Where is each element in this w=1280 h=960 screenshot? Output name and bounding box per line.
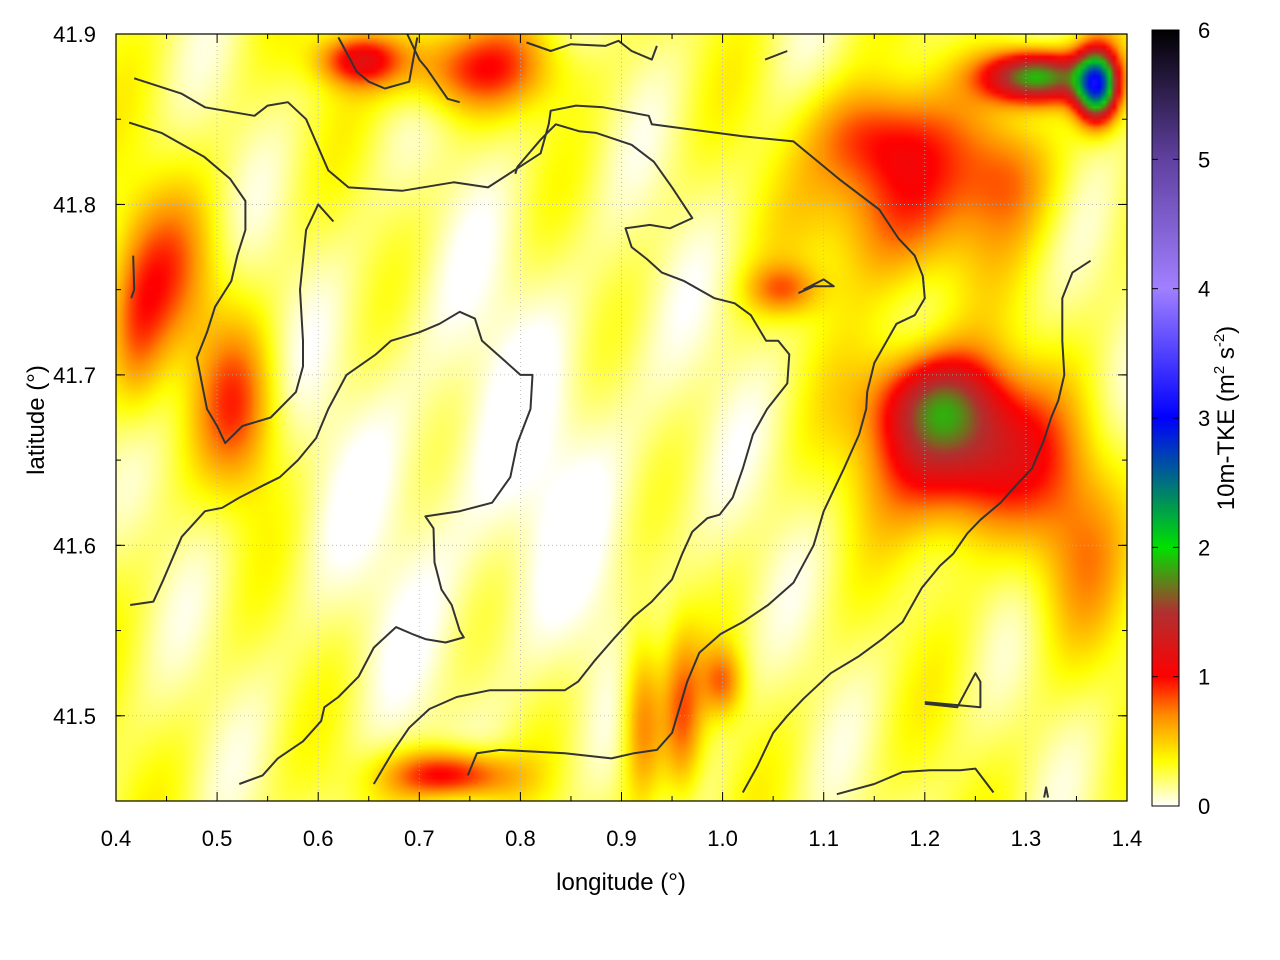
contour-line: [372, 123, 791, 785]
contour-line: [741, 259, 1092, 793]
x-tick-label: 1.1: [808, 826, 839, 851]
contour-line: [128, 121, 335, 445]
x-tick-label: 0.4: [101, 826, 132, 851]
x-tick-label: 1.2: [910, 826, 941, 851]
colorbar-tick-label: 5: [1198, 147, 1210, 172]
contour-line: [130, 255, 136, 299]
colorbar-label-sup1: 2: [1211, 366, 1228, 374]
y-axis-label: latitude (°): [23, 365, 50, 475]
y-tick-label: 41.7: [53, 363, 96, 388]
contour-line: [1043, 786, 1050, 798]
colorbar-ticks: 0 1 2 3 4 5 6: [1152, 18, 1210, 819]
y-tick-label: 41.9: [53, 22, 96, 47]
colorbar-label-main: 10m-TKE (m: [1213, 374, 1240, 510]
y-tick-label: 41.8: [53, 192, 96, 217]
colorbar-tick-label: 3: [1198, 406, 1210, 431]
y-axis-ticks: 41.5 41.6 41.7 41.8 41.9: [53, 22, 1127, 802]
x-axis-label: longitude (°): [556, 869, 686, 896]
colorbar-tick-label: 1: [1198, 665, 1210, 690]
heatmap-surface: [116, 34, 1127, 801]
colorbar-label-sup2: -2: [1211, 334, 1228, 347]
contour-line: [836, 767, 995, 796]
colorbar-tick-label: 6: [1198, 18, 1210, 43]
x-tick-label: 1.4: [1112, 826, 1143, 851]
contour-lines: [128, 34, 1092, 798]
colorbar-tick-label: 2: [1198, 535, 1210, 560]
contour-line: [797, 278, 835, 295]
x-axis-ticks: 0.4 0.5 0.6 0.7 0.8 0.9 1.0 1.1 1.2 1.3 1.4: [101, 34, 1143, 851]
y-tick-label: 41.6: [53, 533, 96, 558]
x-tick-label: 0.6: [303, 826, 334, 851]
contour-line: [337, 36, 419, 90]
colorbar-tick-label: 4: [1198, 277, 1210, 302]
x-tick-label: 0.8: [505, 826, 536, 851]
colorbar-label: 10m-TKE (m2 s-2): [1211, 326, 1240, 510]
x-tick-label: 1.0: [707, 826, 738, 851]
contour-line: [526, 39, 658, 61]
x-tick-label: 0.9: [606, 826, 637, 851]
contour-line: [133, 77, 926, 776]
x-tick-label: 0.7: [404, 826, 435, 851]
colorbar-label-mid: s: [1213, 347, 1240, 366]
contour-line: [130, 310, 534, 785]
x-tick-label: 1.3: [1011, 826, 1042, 851]
contour-line: [764, 50, 788, 61]
x-tick-label: 0.5: [202, 826, 233, 851]
colorbar-label-end: ): [1213, 326, 1240, 334]
contour-line: [924, 672, 982, 709]
y-tick-label: 41.5: [53, 704, 96, 729]
colorbar-tick-label: 0: [1198, 794, 1210, 819]
grid-lines: [116, 34, 1127, 801]
